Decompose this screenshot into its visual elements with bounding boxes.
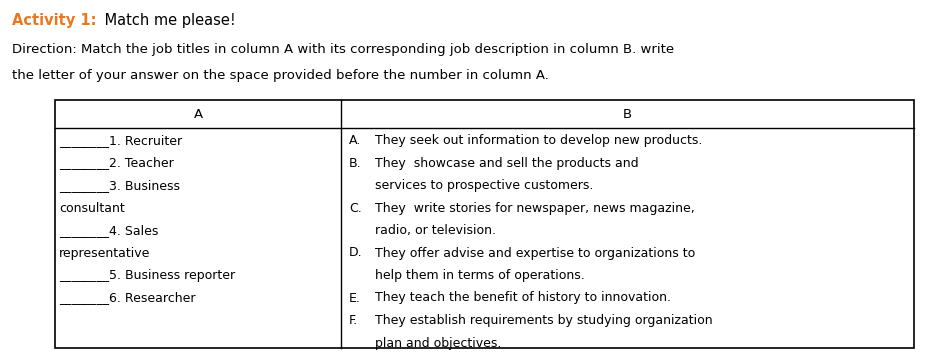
Text: Direction: Match the job titles in column A with its corresponding job descripti: Direction: Match the job titles in colum… <box>12 43 674 56</box>
Text: They seek out information to develop new products.: They seek out information to develop new… <box>363 134 703 147</box>
Text: A: A <box>194 108 203 120</box>
Text: B: B <box>623 108 632 120</box>
Text: E.: E. <box>349 291 361 304</box>
Bar <box>55 100 914 348</box>
Text: ________2. Teacher: ________2. Teacher <box>59 156 174 170</box>
Text: C.: C. <box>349 201 362 215</box>
Text: radio, or television.: radio, or television. <box>363 224 496 237</box>
Text: B.: B. <box>349 156 362 170</box>
Text: ________6. Researcher: ________6. Researcher <box>59 291 195 304</box>
Text: representative: representative <box>59 246 150 259</box>
Text: ________5. Business reporter: ________5. Business reporter <box>59 269 235 282</box>
Text: ________1. Recruiter: ________1. Recruiter <box>59 134 182 147</box>
Text: They  showcase and sell the products and: They showcase and sell the products and <box>363 156 639 170</box>
Text: services to prospective customers.: services to prospective customers. <box>363 179 594 192</box>
Text: They establish requirements by studying organization: They establish requirements by studying … <box>363 314 713 327</box>
Text: They  write stories for newspaper, news magazine,: They write stories for newspaper, news m… <box>363 201 694 215</box>
Text: They offer advise and expertise to organizations to: They offer advise and expertise to organ… <box>363 246 695 259</box>
Text: consultant: consultant <box>59 201 125 215</box>
Text: the letter of your answer on the space provided before the number in column A.: the letter of your answer on the space p… <box>12 69 549 82</box>
Text: Activity 1:: Activity 1: <box>12 13 96 28</box>
Text: Match me please!: Match me please! <box>100 13 236 28</box>
Text: They teach the benefit of history to innovation.: They teach the benefit of history to inn… <box>363 291 671 304</box>
Text: A.: A. <box>349 134 361 147</box>
Text: ________3. Business: ________3. Business <box>59 179 180 192</box>
Text: F.: F. <box>349 314 358 327</box>
Text: D.: D. <box>349 246 363 259</box>
Text: help them in terms of operations.: help them in terms of operations. <box>363 269 585 282</box>
Text: ________4. Sales: ________4. Sales <box>59 224 158 237</box>
Text: plan and objectives.: plan and objectives. <box>363 337 501 349</box>
